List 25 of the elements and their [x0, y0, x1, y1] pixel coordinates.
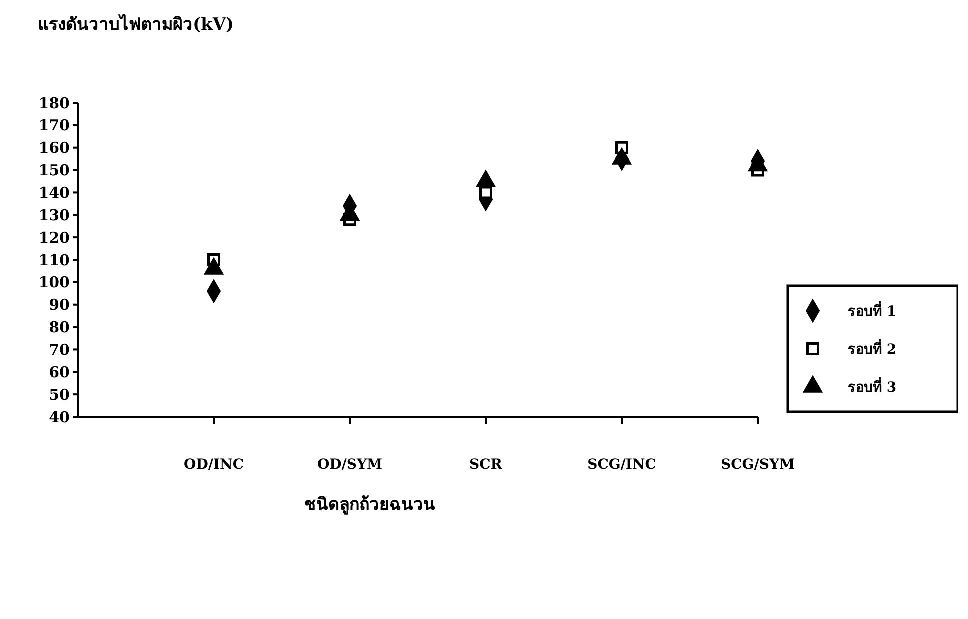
y-tick-label: 110	[38, 251, 70, 270]
y-tick-label: 70	[49, 340, 70, 359]
y-axis-title: แรงดันวาบไฟตามผิว(kV)	[38, 14, 234, 35]
x-tick-label: OD/SYM	[317, 457, 383, 473]
legend-label: รอบที่ 2	[848, 338, 897, 358]
x-tick-label: SCG/INC	[588, 457, 656, 473]
legend-label: รอบที่ 1	[848, 300, 897, 320]
y-tick-label: 180	[38, 94, 70, 112]
y-tick-label: 60	[49, 363, 70, 382]
y-tick-label: 50	[49, 386, 70, 404]
y-tick-label: 80	[49, 318, 70, 337]
y-tick-label: 100	[38, 274, 70, 292]
y-tick-label: 140	[38, 184, 70, 202]
y-tick-label: 170	[38, 116, 70, 135]
y-tick-label: 120	[38, 228, 70, 247]
y-tick-label: 160	[38, 139, 70, 158]
x-tick-label: SCR	[470, 457, 503, 473]
x-tick-label: OD/INC	[184, 457, 244, 473]
y-tick-label: 150	[38, 162, 70, 180]
y-tick-label: 90	[49, 296, 70, 314]
y-tick-label: 130	[38, 206, 70, 224]
x-tick-label: SCG/SYM	[721, 457, 795, 473]
legend-label: รอบที่ 3	[848, 376, 897, 396]
x-axis-title: ชนิดลูกถ้วยฉนวน	[304, 495, 436, 516]
y-tick-label: 40	[49, 408, 70, 426]
